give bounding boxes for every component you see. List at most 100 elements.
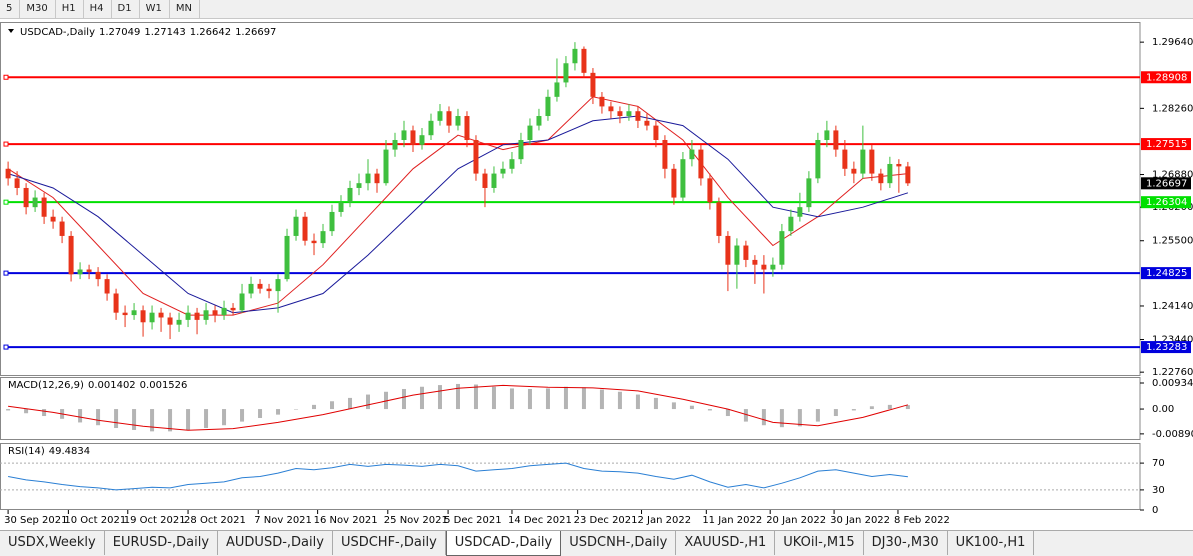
candle-body [527,125,533,140]
y-tick-label: 70 [1152,458,1165,469]
macd-histogram-bar [132,409,137,430]
candle-body [185,312,191,320]
candle-body [446,111,452,126]
macd-histogram-bar [815,409,820,422]
x-tick-label: 8 Feb 2022 [894,515,950,526]
macd-histogram-bar [348,397,353,410]
header-value: 1.26697 [235,27,276,38]
timeframe-button[interactable]: H1 [56,0,84,18]
candle-body [86,269,92,272]
macd-histogram-bar [527,388,532,410]
candle-body [41,197,47,217]
header-value: 0.001526 [140,380,188,391]
candle-body [68,235,74,275]
candle-body [392,140,398,150]
candle-body [680,159,686,198]
macd-histogram-bar [330,401,335,410]
chart-tab[interactable]: USDCNH-,Daily [561,531,677,555]
candle-body [896,163,902,167]
last-price-label: 1.26697 [1146,178,1187,189]
candle-body [500,168,506,174]
timeframe-button[interactable]: H4 [84,0,112,18]
candle-body [293,216,299,236]
y-tick-label: 1.29640 [1152,37,1193,48]
y-tick-label: 1.23440 [1152,335,1193,346]
chart-tab[interactable]: UKOil-,M15 [775,531,864,555]
candle-body [320,231,326,244]
x-tick-label: 2 Jan 2022 [638,515,692,526]
candle-body [203,310,209,320]
timeframe-button[interactable]: D1 [112,0,140,18]
candle-body [554,82,560,97]
macd-histogram-bar [42,409,47,417]
candle-body [491,173,497,188]
timeframe-button[interactable]: 5 [0,0,21,18]
macd-histogram-bar [222,409,227,426]
candle-body [545,96,551,117]
candle-body [158,312,164,318]
candle-body [77,269,83,275]
macd-histogram-bar [851,409,856,411]
macd-histogram-bar [671,402,676,410]
indicator-line [7,115,909,314]
chart-tab[interactable]: USDCAD-,Daily [445,531,562,556]
timeframe-button[interactable]: M30 [20,0,56,18]
candle-body [725,235,731,265]
header-value: MACD(12,26,9) [8,380,84,391]
chart-tab[interactable]: EURUSD-,Daily [105,531,219,555]
candle-body [752,259,758,265]
y-tick-label: 1.24140 [1152,301,1193,312]
timeframe-button[interactable]: MN [170,0,200,18]
x-tick-label: 30 Sep 2021 [4,515,67,526]
macd-histogram-bar [491,386,496,410]
macd-histogram-bar [294,409,299,410]
macd-histogram-bar [581,387,586,410]
macd-histogram-bar [797,409,802,427]
chart-tab[interactable]: DJ30-,M30 [864,531,948,555]
candle-body [860,149,866,174]
y-tick-label: 0 [1152,505,1158,516]
macd-histogram-bar [366,394,371,410]
candle-body [572,48,578,64]
macd-histogram-bar [509,388,514,410]
macd-histogram-bar [545,388,550,410]
level-label: 1.26304 [1146,197,1187,208]
chart-tab[interactable]: UK100-,H1 [948,531,1035,555]
chart-tab[interactable]: XAUUSD-,H1 [676,531,776,555]
candle-body [797,207,803,217]
candle-body [131,310,137,316]
chart-tab[interactable]: USDX,Weekly [0,531,105,555]
timeframe-button[interactable]: W1 [140,0,170,18]
symbol-menu-arrow [8,29,14,33]
x-tick-label: 14 Dec 2021 [508,515,572,526]
chart-tabs: USDX,Weekly EURUSD-,Daily AUDUSD-,Daily USD… [0,530,1193,556]
macd-histogram-bar [707,409,712,411]
macd-histogram-bar [653,397,658,410]
candle-body [644,120,650,126]
header-value: 49.4834 [49,446,90,457]
macd-histogram-bar [204,409,209,429]
y-tick-label: 1.28260 [1152,103,1193,114]
candle-body [887,163,893,184]
panel-border [0,22,1141,376]
candle-body [590,72,596,97]
panel-border [0,377,1141,440]
candle-body [302,216,308,241]
candle-body [608,106,614,112]
header-value: 1.27143 [144,27,185,38]
chart-tab[interactable]: AUDUSD-,Daily [218,531,333,555]
macd-histogram-bar [617,391,622,410]
macd-histogram-bar [383,391,388,410]
x-tick-label: 23 Dec 2021 [574,515,638,526]
candle-body [266,288,272,292]
level-handle [3,141,9,147]
candle-body [347,187,353,203]
x-tick-label: 28 Oct 2021 [184,515,246,526]
chart-tab[interactable]: USDCHF-,Daily [333,531,446,555]
indicator-line [8,462,908,491]
candle-body [95,271,101,280]
y-tick-label: 0.00 [1152,404,1174,415]
macd-histogram-bar [168,409,173,432]
macd-histogram-bar [419,386,424,410]
macd-histogram-bar [24,409,29,414]
